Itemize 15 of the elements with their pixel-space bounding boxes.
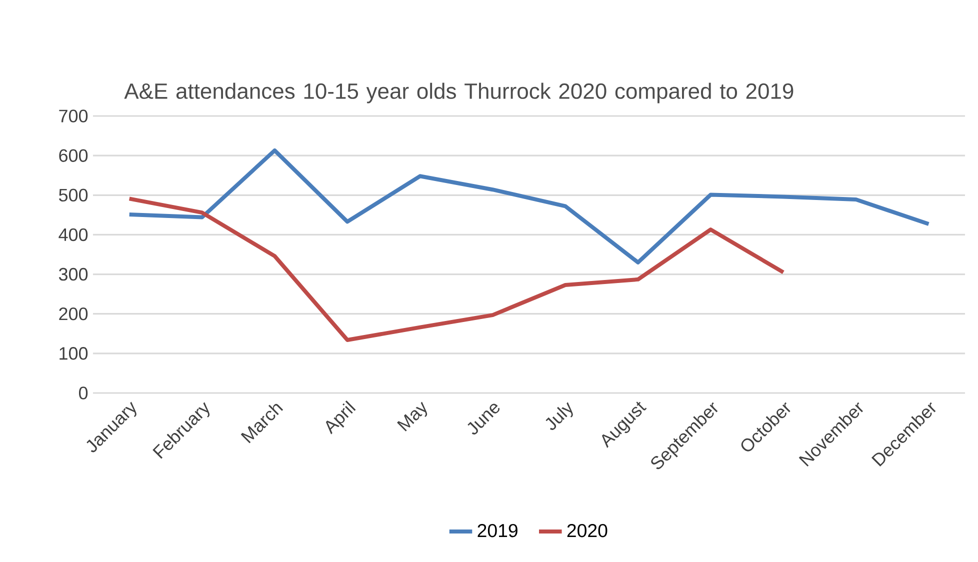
x-tick-label: May (397, 402, 428, 432)
chart-title: A&E attendances 10-15 year olds Thurrock 2020 compared to 2019 (124, 82, 794, 104)
x-tick-label: July (546, 402, 573, 430)
y-tick-label: 600 (59, 149, 88, 162)
y-tick-label: 500 (58, 188, 88, 202)
y-tick-label: 700 (59, 110, 88, 122)
legend-label: 2019 (478, 524, 518, 538)
legend-label: 2020 (567, 524, 608, 538)
line-series (127, 148, 931, 264)
y-tick-label: 0 (78, 386, 88, 400)
y-tick-label: 100 (60, 347, 88, 360)
y-tick-label: 400 (58, 228, 88, 242)
line-series (127, 196, 786, 342)
y-tick-label: 300 (58, 268, 88, 281)
y-tick-label: 200 (59, 307, 88, 320)
